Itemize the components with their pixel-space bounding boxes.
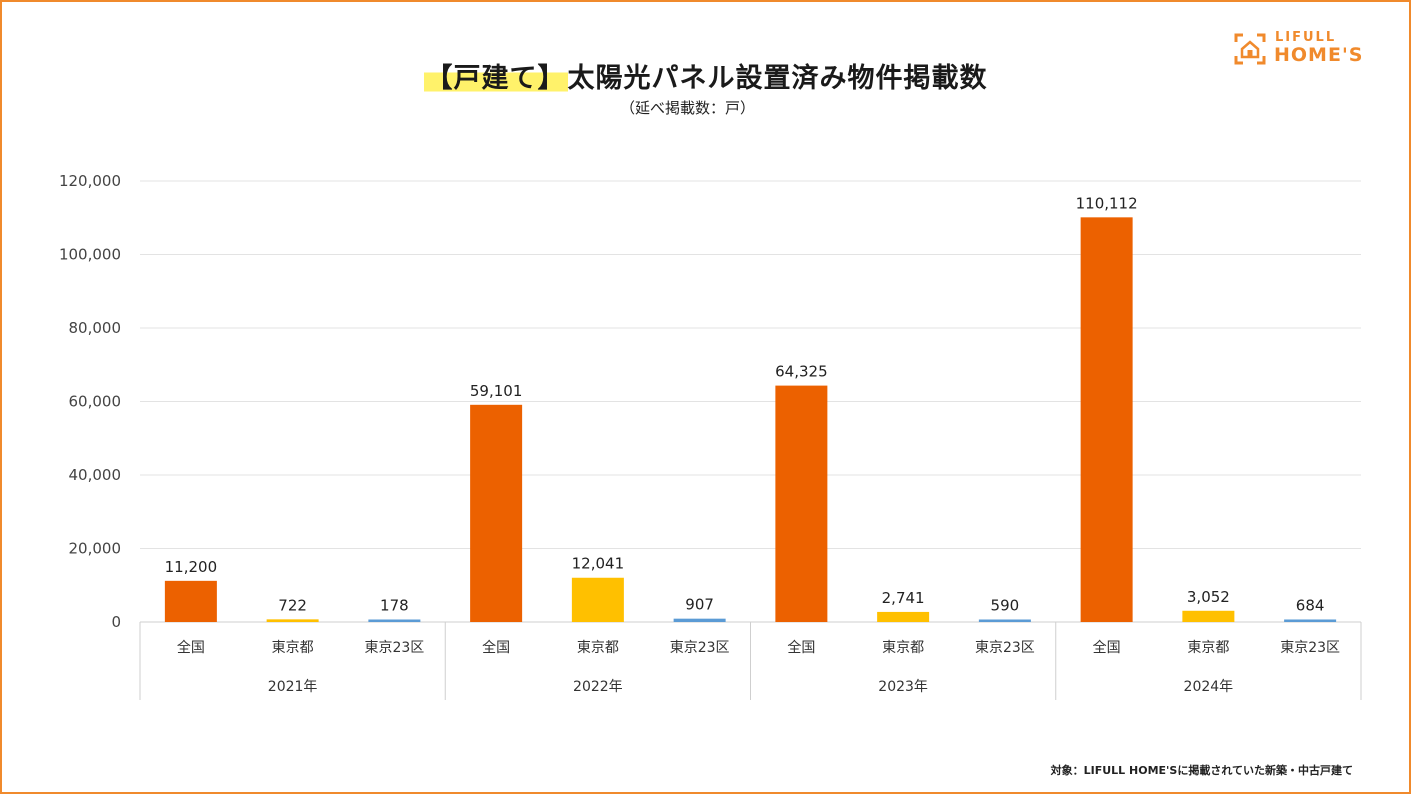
y-tick-label: 20,000 <box>69 540 122 558</box>
bar <box>266 619 319 622</box>
bar <box>368 619 421 622</box>
data-label: 907 <box>685 596 714 614</box>
category-label: 東京都 <box>1187 640 1229 656</box>
category-label: 東京23区 <box>975 640 1035 656</box>
category-label: 全国 <box>177 639 205 656</box>
data-label: 11,200 <box>165 558 218 576</box>
data-label: 178 <box>380 597 409 615</box>
data-label: 59,101 <box>470 382 523 400</box>
chart-subtitle: （延べ掲載数：戸） <box>620 99 756 117</box>
data-label: 3,052 <box>1187 588 1230 606</box>
bar <box>164 580 217 622</box>
data-label: 110,112 <box>1076 194 1138 212</box>
bar <box>470 404 523 622</box>
data-label: 12,041 <box>572 555 625 573</box>
lifull-homes-logo: LIFULL HOME'S <box>1233 30 1373 70</box>
category-label: 全国 <box>787 639 815 656</box>
data-label: 684 <box>1296 596 1325 614</box>
category-label: 全国 <box>1093 639 1121 656</box>
house-icon <box>1234 33 1266 65</box>
y-tick-label: 120,000 <box>59 172 121 190</box>
category-label: 東京都 <box>882 640 924 656</box>
title-highlight: 【戸建て】 <box>423 63 568 94</box>
group-label: 2021年 <box>268 679 318 695</box>
bar <box>673 618 726 622</box>
y-tick-label: 80,000 <box>69 319 122 337</box>
chart-title: 【戸建て】太陽光パネル設置済み物件掲載数 <box>0 56 1411 95</box>
data-label: 590 <box>991 597 1020 615</box>
group-label: 2022年 <box>573 679 623 695</box>
data-label: 2,741 <box>882 589 925 607</box>
bar <box>571 577 624 622</box>
logo-line1: LIFULL <box>1275 30 1337 45</box>
bar <box>775 385 828 622</box>
category-label: 東京都 <box>577 640 619 656</box>
category-label: 東京都 <box>272 640 314 656</box>
bar <box>1080 217 1133 623</box>
footnote: 対象：LIFULL HOME'Sに掲載されていた新築・中古戸建て <box>1050 764 1353 777</box>
bar <box>1182 610 1235 622</box>
title-text: 太陽光パネル設置済み物件掲載数 <box>567 63 988 94</box>
y-tick-label: 40,000 <box>69 466 122 484</box>
bar <box>978 619 1031 622</box>
category-label: 東京23区 <box>364 640 424 656</box>
data-label: 64,325 <box>775 363 828 381</box>
group-label: 2024年 <box>1184 679 1234 695</box>
y-tick-label: 60,000 <box>69 393 122 411</box>
logo-line2: HOME'S <box>1274 44 1364 66</box>
group-label: 2023年 <box>878 679 928 695</box>
category-label: 東京23区 <box>670 640 730 656</box>
category-label: 東京23区 <box>1280 640 1340 656</box>
data-label: 722 <box>278 596 307 614</box>
category-label: 全国 <box>482 639 510 656</box>
y-tick-label: 100,000 <box>59 246 121 264</box>
bar <box>1284 619 1337 622</box>
y-tick-label: 0 <box>111 613 121 631</box>
bar <box>877 611 930 622</box>
